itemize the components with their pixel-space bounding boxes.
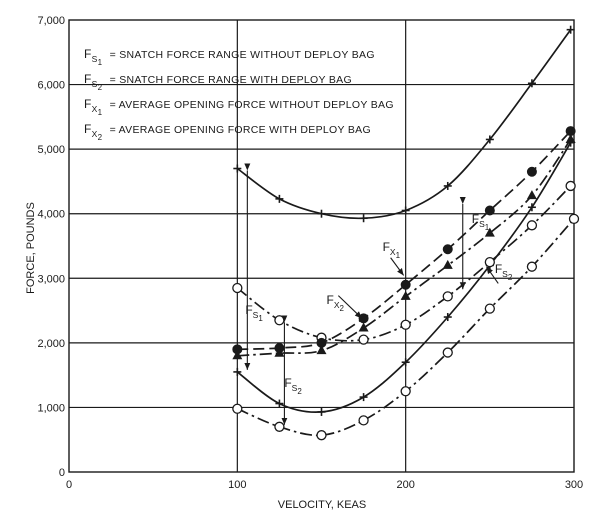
- series-line-fx1: [237, 130, 572, 351]
- data-point-fs1-lower: [401, 358, 410, 367]
- data-point-fs1-lower: [443, 313, 452, 322]
- data-point-fs2-upper: [442, 291, 453, 302]
- data-point-fs1-upper: [275, 194, 284, 203]
- x-tick-label: 100: [228, 479, 246, 491]
- data-point-fs1-upper: [527, 79, 536, 88]
- data-point-fs1-upper: [233, 164, 242, 173]
- legend-entry: FS2 = SNATCH FORCE RANGE WITH DEPLOY BAG: [84, 72, 352, 92]
- callout-fx1-label: FX1: [383, 240, 401, 260]
- data-point-fx1: [526, 166, 537, 177]
- callout-fs1-right: FS1: [472, 212, 490, 232]
- tick-labels: 0 100 200 300 0 1,000 2,000 3,000 4,000 5,000 6,00…: [37, 15, 583, 491]
- y-tick-label: 4,000: [37, 209, 65, 221]
- data-point-fs2-upper: [232, 282, 243, 294]
- y-tick-label: 5,000: [37, 144, 65, 156]
- callout-labels: FS1 FS2 FX2 FX1 FS1 FS2: [245, 212, 513, 396]
- data-point-fs2-lower: [358, 415, 369, 426]
- data-point-fs2-lower: [568, 213, 580, 225]
- fx1-leader-arrow: [390, 257, 405, 276]
- data-point-fs1-upper: [359, 214, 368, 223]
- data-point-fx2: [316, 345, 327, 355]
- plot-frame: [68, 19, 575, 473]
- data-point-fs1-lower: [359, 393, 368, 402]
- data-point-fx1: [400, 279, 411, 290]
- data-point-fx2: [526, 190, 537, 200]
- y-axis-title: FORCE, POUNDS: [25, 202, 37, 294]
- data-point-fs2-lower: [232, 403, 243, 414]
- y-tick-label: 0: [59, 467, 65, 479]
- data-point-fs2-lower: [484, 303, 495, 314]
- data-point-fs2-upper: [526, 220, 538, 231]
- data-point-fs2-lower: [316, 430, 327, 441]
- callout-fs1-left: FS1: [245, 303, 263, 323]
- callout-fs2-left: FS2: [284, 376, 302, 396]
- legend-entry: FX1 = AVERAGE OPENING FORCE WITHOUT DEPL…: [84, 97, 394, 117]
- series-line-fs1-lower: [236, 142, 572, 413]
- data-point-fs2-lower: [442, 347, 453, 358]
- y-tick-label: 7,000: [37, 15, 65, 27]
- data-point-fs2-upper: [358, 334, 369, 345]
- data-point-fs2-lower: [400, 386, 411, 397]
- data-point-fx2: [232, 350, 243, 360]
- data-point-fx1: [484, 205, 495, 216]
- data-point-fx2: [484, 227, 495, 237]
- x-tick-label: 0: [66, 479, 72, 491]
- data-point-fs2-lower: [274, 421, 285, 432]
- x-tick-label: 200: [396, 479, 414, 491]
- data-point-fx1: [442, 244, 453, 255]
- legend-entry: FS1 = SNATCH FORCE RANGE WITHOUT DEPLOY …: [84, 47, 375, 67]
- range-arrows: [244, 163, 499, 425]
- y-tick-label: 3,000: [37, 273, 65, 285]
- grid: [68, 19, 575, 473]
- y-tick-label: 6,000: [37, 80, 65, 92]
- y-tick-label: 1,000: [37, 402, 65, 414]
- x-tick-label: 300: [565, 479, 583, 491]
- data-point-fx2: [358, 322, 369, 332]
- data-point-fs1-lower: [317, 407, 326, 416]
- legend: FS1 = SNATCH FORCE RANGE WITHOUT DEPLOY …: [84, 47, 394, 142]
- fx2-leader-arrow: [337, 295, 363, 319]
- data-point-fx2: [442, 259, 453, 269]
- x-axis-title: VELOCITY, KEAS: [278, 499, 366, 511]
- callout-fs2-right: FS2: [495, 262, 513, 282]
- series-line-fs2-upper: [236, 185, 572, 342]
- data-point-fs1-upper: [317, 209, 326, 218]
- data-point-fs2-upper: [484, 256, 495, 268]
- data-point-fs1-lower: [527, 203, 536, 212]
- data-point-fs1-lower: [275, 399, 284, 408]
- data-point-fs2-upper: [400, 319, 411, 330]
- data-point-fs1-upper: [485, 135, 494, 144]
- data-point-fs2-upper: [565, 180, 576, 192]
- data-point-fx2: [565, 133, 576, 143]
- fs2-range-arrow-right: [486, 266, 499, 284]
- y-tick-label: 2,000: [37, 338, 65, 350]
- data-point-fs2-lower: [526, 261, 538, 272]
- data-point-fs1-upper: [566, 25, 575, 34]
- data-point-fx2: [400, 290, 411, 300]
- data-point-fs1-upper: [401, 206, 410, 215]
- callout-fx2-label: FX2: [327, 293, 345, 313]
- data-point-fs1-lower: [233, 367, 242, 376]
- data-point-fx1: [358, 313, 369, 324]
- data-point-fs1-upper: [443, 181, 452, 190]
- data-markers: [232, 25, 580, 441]
- legend-entry: FX2 = AVERAGE OPENING FORCE WITH DEPLOY …: [84, 122, 371, 142]
- data-point-fs2-upper: [274, 315, 285, 326]
